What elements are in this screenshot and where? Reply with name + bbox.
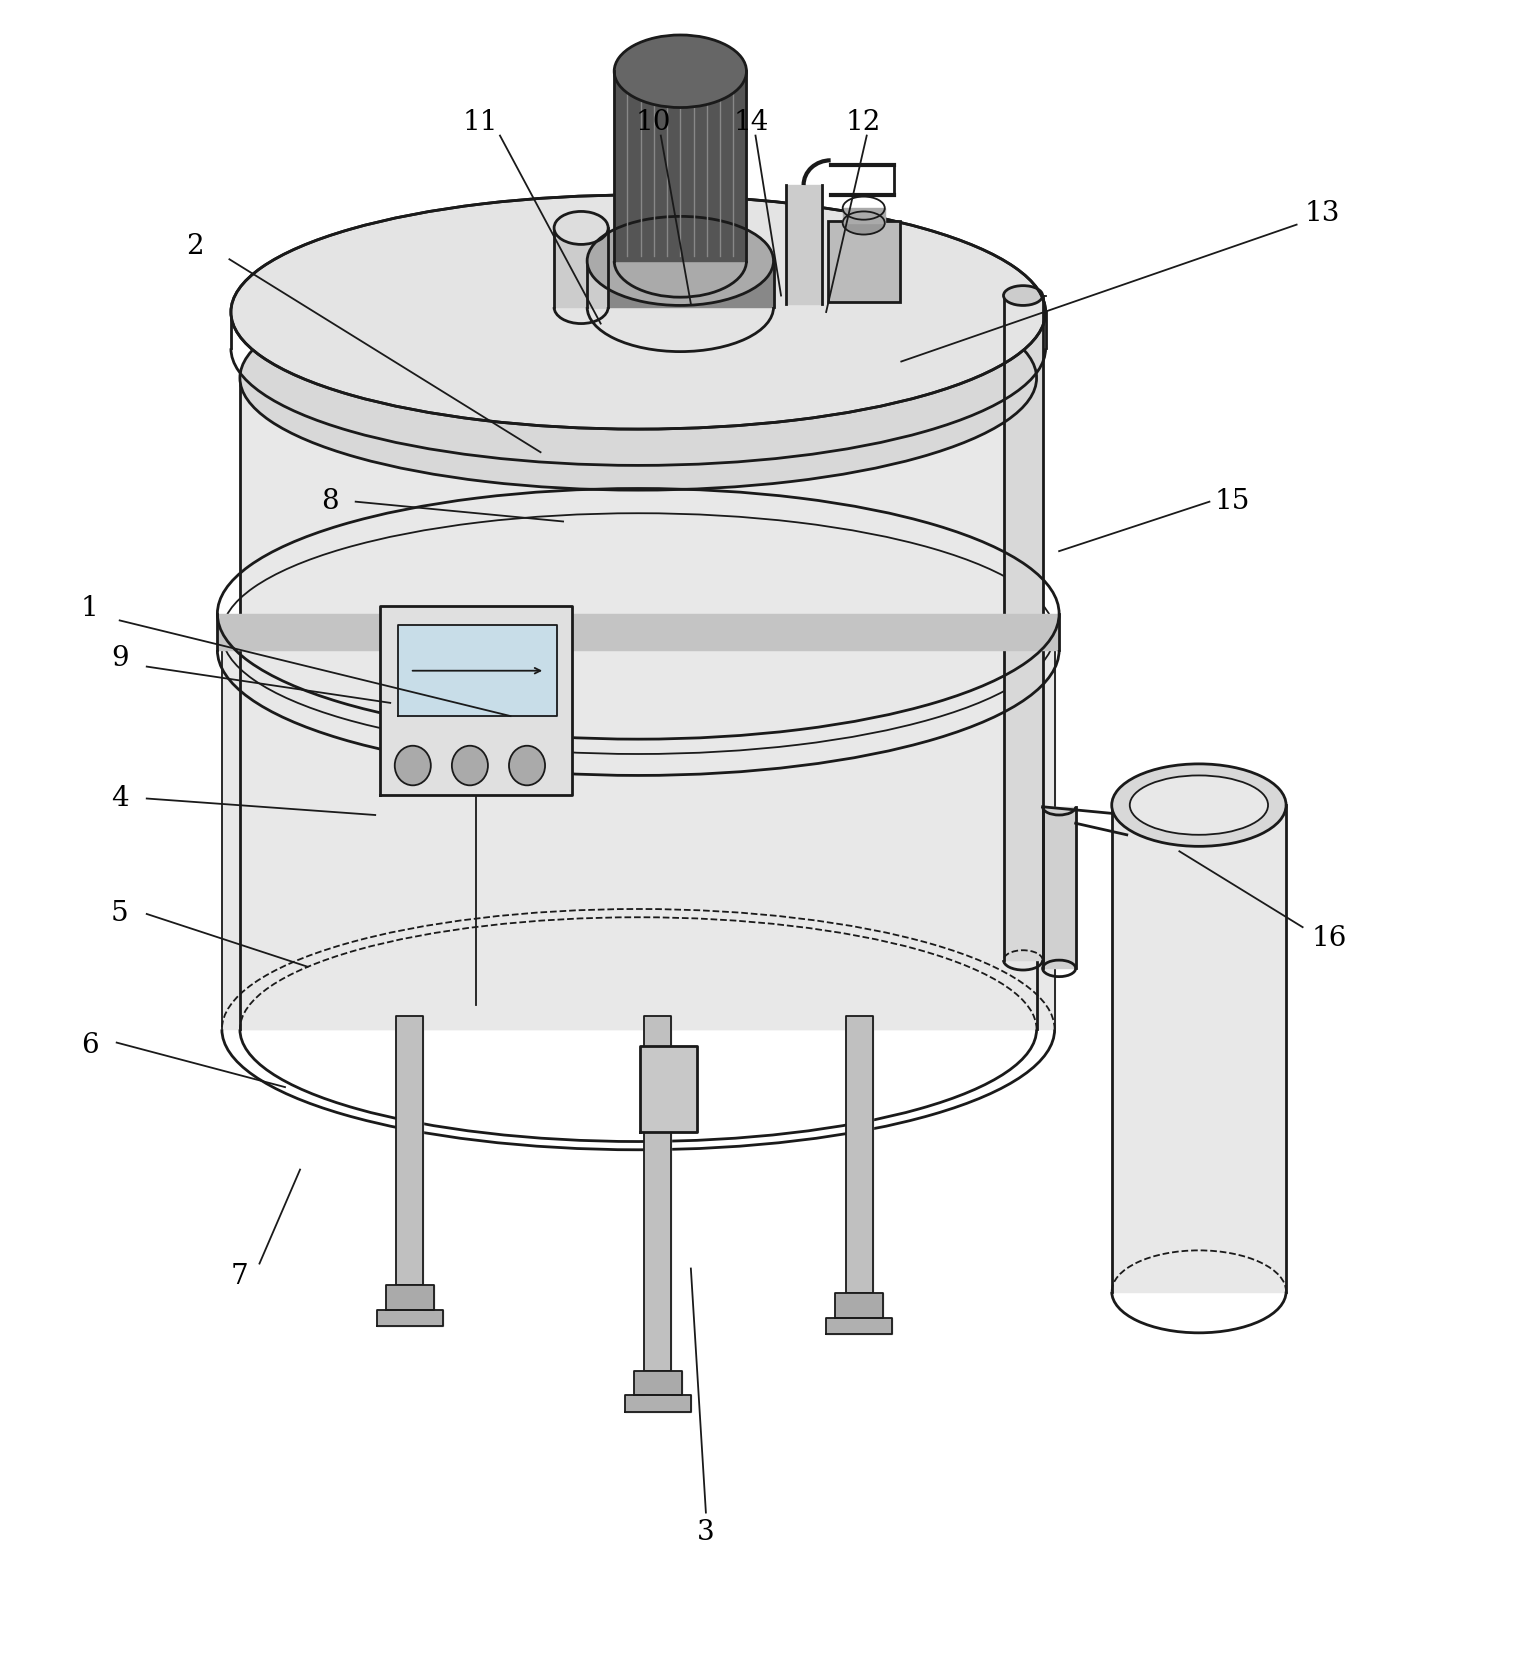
Polygon shape [842,208,884,223]
Polygon shape [587,261,774,308]
Circle shape [452,745,488,785]
Polygon shape [614,35,746,108]
Text: 16: 16 [1312,925,1347,953]
Text: 13: 13 [1305,200,1340,226]
Polygon shape [231,195,1045,429]
Polygon shape [1004,286,1042,306]
Text: 6: 6 [80,1033,99,1059]
Polygon shape [396,1016,423,1285]
Text: 3: 3 [698,1518,715,1547]
Polygon shape [845,1016,872,1294]
Circle shape [394,745,431,785]
Text: 9: 9 [111,645,129,672]
Polygon shape [240,378,1036,1029]
Text: 14: 14 [733,108,769,136]
Polygon shape [640,1046,696,1131]
Polygon shape [1042,807,1076,968]
Text: 2: 2 [187,233,203,259]
Polygon shape [385,1285,434,1310]
Text: 8: 8 [322,489,338,516]
Polygon shape [827,1319,892,1334]
Polygon shape [836,1294,883,1319]
Polygon shape [554,211,608,244]
Polygon shape [1004,296,1042,960]
Polygon shape [614,72,746,261]
Polygon shape [231,195,1045,429]
Polygon shape [217,614,1059,650]
Polygon shape [1112,763,1286,846]
Polygon shape [587,216,774,306]
Polygon shape [786,185,822,304]
Polygon shape [379,605,572,795]
Polygon shape [376,1310,443,1325]
Text: 11: 11 [463,108,498,136]
FancyBboxPatch shape [828,221,900,303]
Text: 4: 4 [111,785,129,812]
Polygon shape [645,1016,672,1370]
Polygon shape [1112,805,1286,1292]
Text: 5: 5 [111,900,129,928]
Text: 10: 10 [636,108,671,136]
Text: 1: 1 [80,595,99,622]
Polygon shape [842,211,884,234]
Polygon shape [1130,775,1268,835]
Polygon shape [221,634,1054,1029]
Text: 15: 15 [1214,489,1250,516]
Text: 7: 7 [231,1264,249,1290]
Text: 12: 12 [846,108,881,136]
Polygon shape [397,625,557,717]
Polygon shape [240,266,1036,491]
Polygon shape [554,228,608,308]
Circle shape [510,745,545,785]
Polygon shape [625,1395,690,1412]
Polygon shape [634,1370,681,1395]
